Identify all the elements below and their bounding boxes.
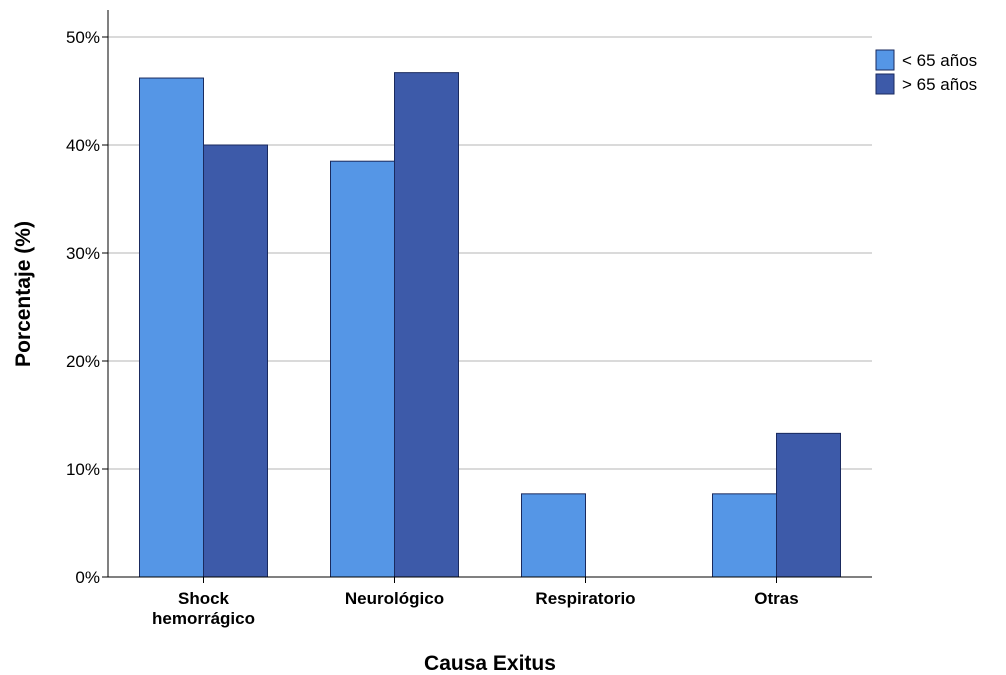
y-tick-labels: 0% 10% 20% 30% 40% 50% [66,28,108,587]
bar [203,144,268,578]
legend-swatch [875,73,895,95]
x-tick-label: Neurológico [345,589,444,608]
bars [139,72,841,578]
x-tick-label: Otras [754,589,798,608]
bar [776,432,841,578]
legend-label: > 65 años [902,75,977,94]
x-tick-label: Respiratorio [535,589,635,608]
x-tick-labels: Shock hemorrágico Neurológico Respiratorio O… [152,577,799,628]
y-tick-label: 0% [75,568,100,587]
bar [712,493,777,578]
y-tick-label: 30% [66,244,100,263]
bar [394,72,459,578]
y-tick-label: 40% [66,136,100,155]
y-tick-label: 50% [66,28,100,47]
y-axis-title: Porcentaje (%) [12,221,35,367]
bar [330,160,395,578]
y-tick-label: 10% [66,460,100,479]
axes [107,10,872,578]
legend: < 65 años > 65 años [875,49,977,95]
bar [521,493,586,578]
bar [139,77,204,578]
x-axis-title: Causa Exitus [424,652,556,675]
legend-swatch [875,49,895,71]
legend-label: < 65 años [902,51,977,70]
y-tick-label: 20% [66,352,100,371]
x-tick-label: Shock hemorrágico [152,589,255,628]
